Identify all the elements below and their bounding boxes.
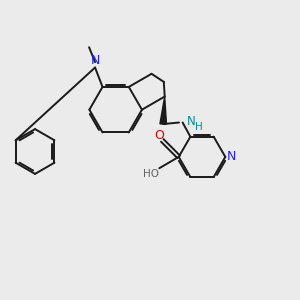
Text: N: N xyxy=(90,55,100,68)
Text: N: N xyxy=(227,150,237,164)
Text: O: O xyxy=(154,129,164,142)
Polygon shape xyxy=(160,97,166,124)
Text: H: H xyxy=(195,122,203,132)
Text: N: N xyxy=(187,115,196,128)
Text: HO: HO xyxy=(143,169,159,178)
